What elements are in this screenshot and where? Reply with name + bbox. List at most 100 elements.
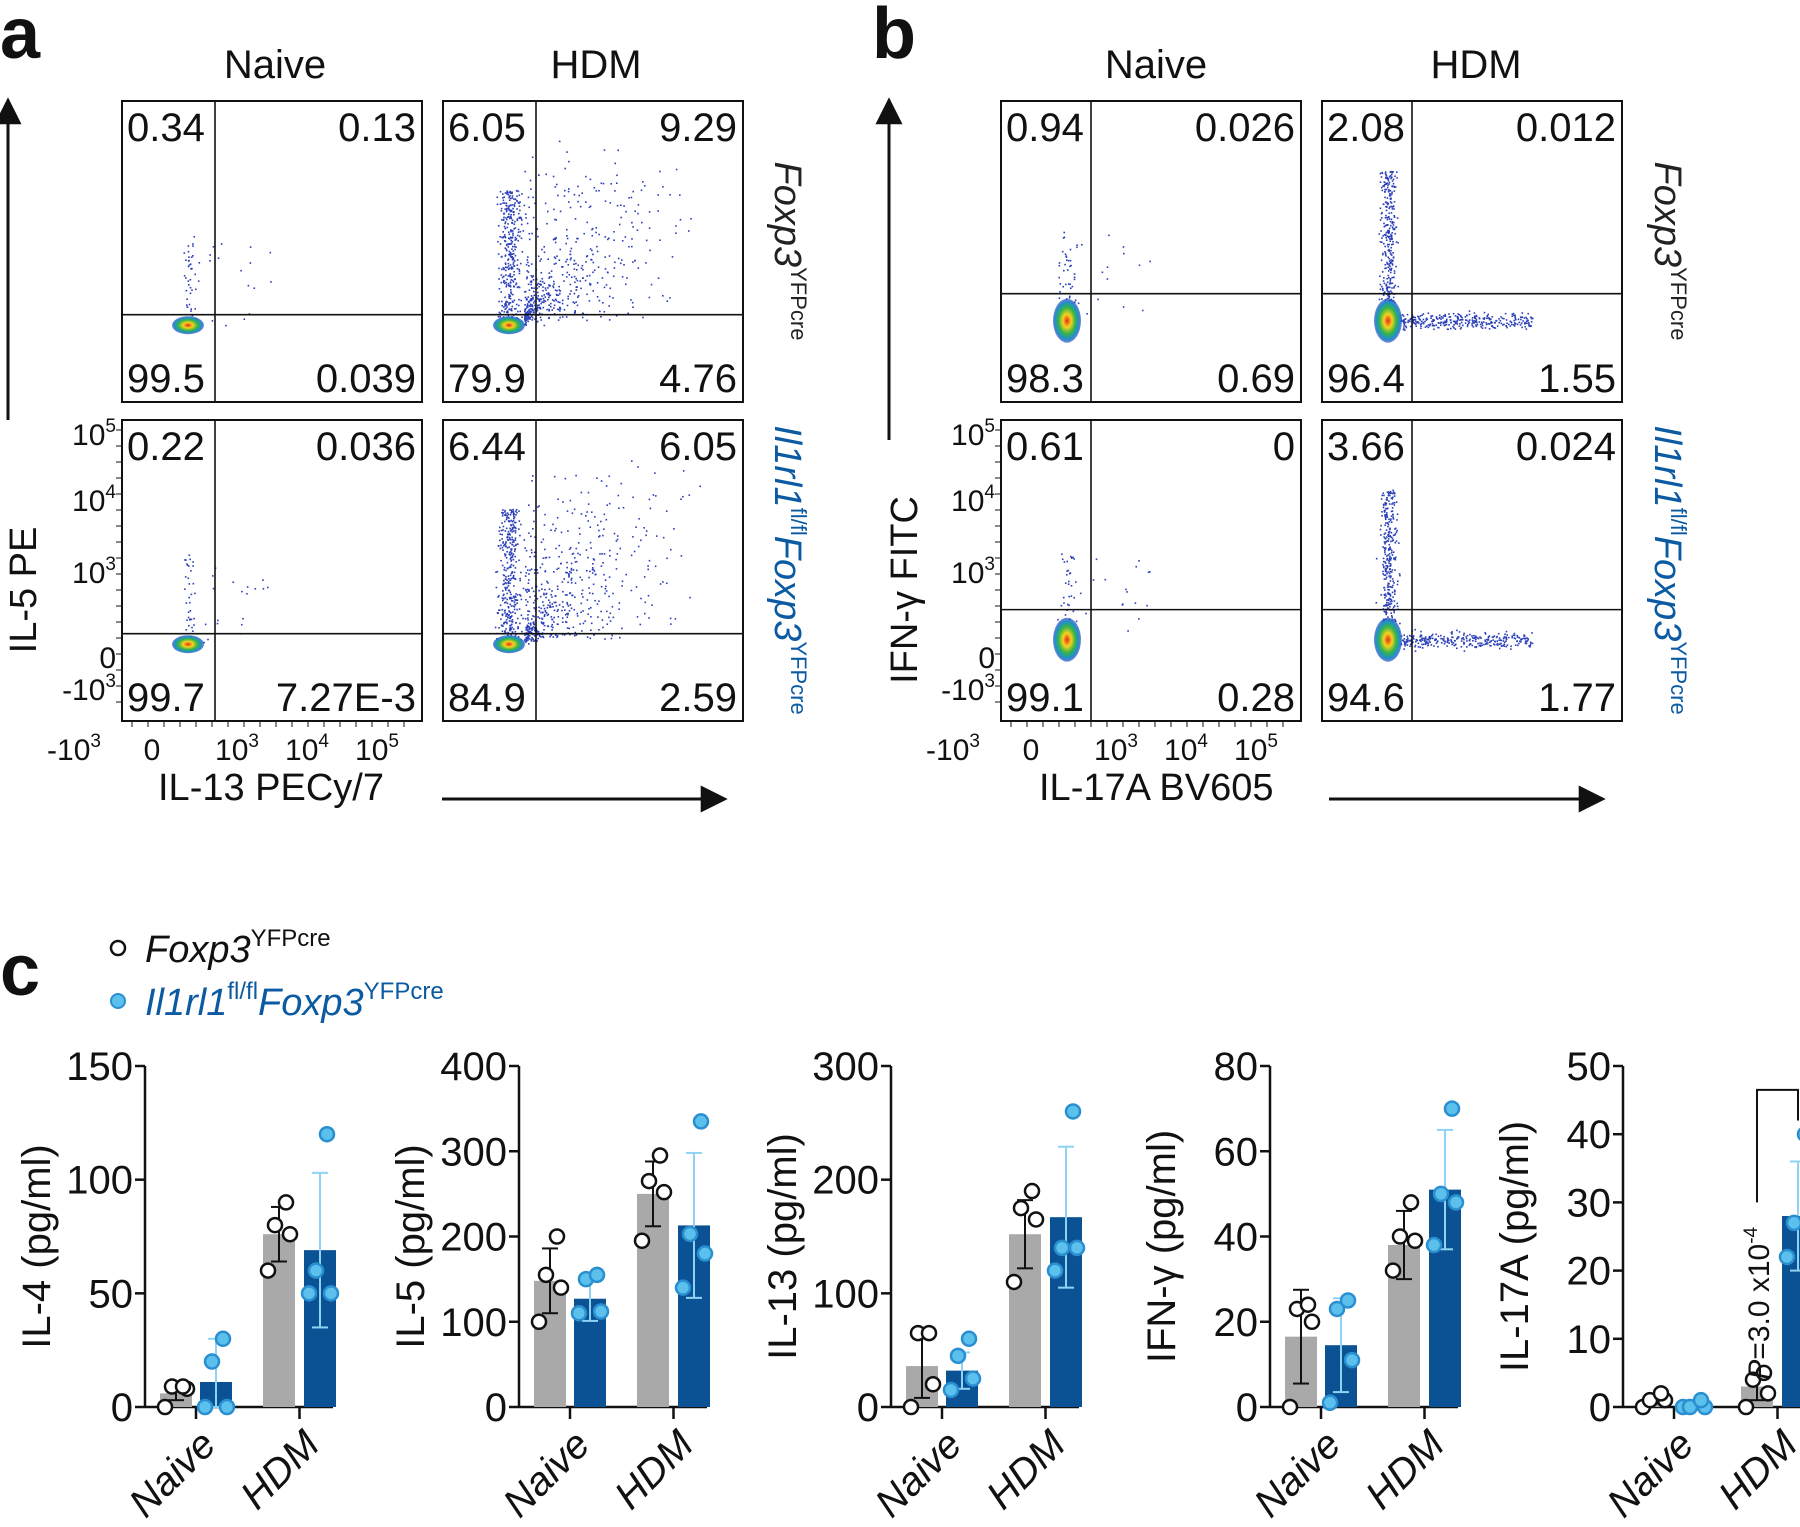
event-dot bbox=[538, 300, 541, 302]
event-dot bbox=[1488, 323, 1491, 325]
event-dot bbox=[502, 574, 505, 576]
event-dot bbox=[505, 281, 507, 284]
event-dot bbox=[1527, 639, 1529, 642]
event-dot bbox=[1390, 599, 1393, 601]
event-dot bbox=[603, 149, 606, 151]
event-dot bbox=[567, 613, 569, 616]
event-dot bbox=[555, 601, 557, 604]
event-dot bbox=[1468, 644, 1471, 647]
event-dot bbox=[1503, 641, 1506, 644]
event-dot bbox=[1505, 636, 1508, 639]
event-dot bbox=[1404, 644, 1406, 647]
event-dot bbox=[513, 545, 515, 547]
quadrant-value-lower-right: 4.76 bbox=[659, 357, 737, 401]
event-dot bbox=[518, 559, 520, 562]
event-dot bbox=[1389, 252, 1392, 254]
event-dot bbox=[536, 228, 539, 230]
event-dot bbox=[1520, 318, 1522, 321]
event-dot bbox=[1466, 319, 1468, 322]
event-dot bbox=[509, 255, 512, 257]
event-dot bbox=[512, 510, 515, 513]
event-dot bbox=[516, 511, 518, 514]
event-dot bbox=[590, 547, 592, 549]
event-dot bbox=[516, 234, 519, 237]
event-dot bbox=[1068, 604, 1070, 607]
event-dot bbox=[542, 623, 544, 625]
event-dot bbox=[527, 283, 530, 286]
event-dot bbox=[602, 534, 604, 537]
event-dot bbox=[604, 588, 607, 590]
event-dot bbox=[547, 287, 549, 289]
event-dot bbox=[1424, 320, 1426, 323]
event-dot bbox=[504, 630, 506, 632]
event-dot bbox=[1448, 642, 1450, 644]
event-dot bbox=[501, 236, 503, 239]
quadrant-value-upper-right: 6.05 bbox=[659, 425, 737, 469]
event-dot bbox=[623, 205, 625, 207]
event-dot bbox=[501, 511, 503, 514]
event-dot bbox=[528, 305, 531, 307]
event-dot bbox=[187, 611, 190, 613]
event-dot bbox=[508, 217, 511, 220]
event-dot bbox=[1484, 640, 1487, 643]
data-point bbox=[1406, 1232, 1424, 1250]
event-dot bbox=[506, 515, 508, 517]
event-dot bbox=[1403, 327, 1405, 329]
event-dot bbox=[1405, 641, 1408, 643]
event-dot bbox=[1424, 641, 1427, 644]
event-dot bbox=[503, 196, 506, 198]
event-dot bbox=[1397, 285, 1400, 288]
event-dot bbox=[1375, 602, 1378, 604]
event-dot bbox=[551, 596, 553, 598]
event-dot bbox=[1380, 594, 1382, 596]
data-point bbox=[920, 1324, 938, 1342]
event-dot bbox=[541, 301, 543, 303]
event-dot bbox=[1382, 573, 1384, 575]
event-dot bbox=[1514, 317, 1517, 320]
event-dot bbox=[1425, 640, 1428, 643]
event-dot bbox=[541, 588, 543, 590]
event-dot bbox=[1409, 639, 1412, 642]
event-dot bbox=[1475, 636, 1478, 639]
event-dot bbox=[1379, 528, 1382, 531]
event-dot bbox=[1460, 321, 1463, 324]
event-dot bbox=[1385, 610, 1387, 613]
event-dot bbox=[1392, 205, 1395, 207]
event-dot bbox=[510, 213, 512, 216]
event-dot bbox=[586, 511, 588, 513]
event-dot bbox=[534, 629, 536, 632]
data-point bbox=[1402, 1194, 1420, 1211]
event-dot bbox=[659, 170, 661, 173]
event-dot bbox=[538, 617, 541, 619]
event-dot bbox=[1486, 315, 1489, 317]
event-dot bbox=[1443, 321, 1446, 324]
event-dot bbox=[594, 516, 596, 518]
event-dot bbox=[1067, 259, 1070, 262]
event-dot bbox=[1066, 560, 1068, 563]
event-dot bbox=[1403, 638, 1406, 640]
event-dot bbox=[1068, 580, 1070, 583]
event-dot bbox=[505, 557, 508, 559]
event-dot bbox=[505, 269, 507, 272]
event-dot bbox=[1493, 635, 1496, 637]
event-dot bbox=[580, 513, 583, 515]
event-dot bbox=[525, 319, 527, 321]
event-dot bbox=[1073, 273, 1076, 275]
y-tick-label: 100 bbox=[812, 1272, 879, 1316]
event-dot bbox=[1390, 492, 1393, 494]
event-dot bbox=[520, 598, 523, 601]
event-dot bbox=[1392, 596, 1394, 598]
event-dot bbox=[1391, 205, 1393, 208]
event-dot bbox=[579, 533, 581, 535]
event-dot bbox=[496, 612, 499, 614]
event-dot bbox=[527, 312, 530, 315]
event-dot bbox=[579, 576, 581, 579]
event-dot bbox=[1403, 643, 1406, 645]
event-dot bbox=[1389, 281, 1392, 283]
event-dot bbox=[528, 630, 530, 633]
event-dot bbox=[1388, 575, 1390, 577]
event-dot bbox=[511, 275, 514, 278]
event-dot bbox=[1391, 507, 1394, 509]
event-dot bbox=[1387, 607, 1389, 609]
